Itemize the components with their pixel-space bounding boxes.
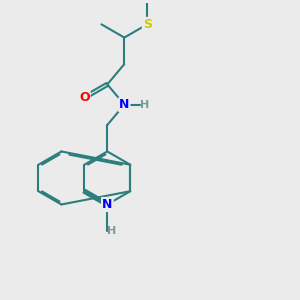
Text: O: O — [79, 91, 90, 104]
Text: N: N — [102, 198, 112, 211]
Text: S: S — [143, 18, 152, 31]
Text: H: H — [107, 226, 116, 236]
Text: O: O — [102, 198, 112, 211]
Text: N: N — [119, 98, 130, 111]
Text: H: H — [140, 100, 149, 110]
